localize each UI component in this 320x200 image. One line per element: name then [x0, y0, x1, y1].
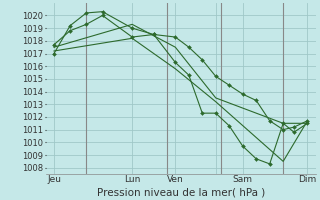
X-axis label: Pression niveau de la mer( hPa ): Pression niveau de la mer( hPa ) — [97, 187, 265, 197]
